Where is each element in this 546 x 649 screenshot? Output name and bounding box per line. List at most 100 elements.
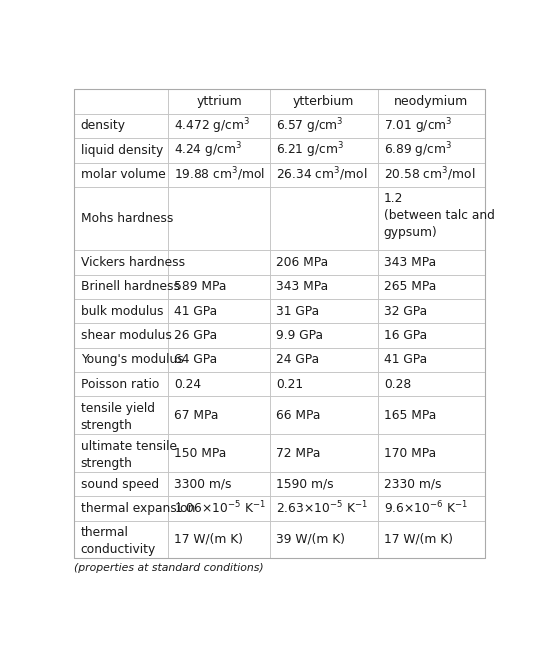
- Bar: [270, 138, 378, 162]
- Bar: [74, 397, 168, 434]
- Text: Brinell hardness: Brinell hardness: [81, 280, 180, 293]
- Text: 31 GPa: 31 GPa: [276, 304, 319, 317]
- Text: 24 GPa: 24 GPa: [276, 353, 319, 366]
- Bar: [270, 496, 378, 520]
- Bar: [74, 434, 168, 472]
- Bar: [270, 114, 378, 138]
- Bar: [378, 472, 485, 496]
- Bar: [74, 299, 168, 323]
- Bar: [378, 434, 485, 472]
- Bar: [270, 348, 378, 372]
- Bar: [74, 114, 168, 138]
- Text: ytterbium: ytterbium: [293, 95, 354, 108]
- Bar: [378, 251, 485, 275]
- Text: Vickers hardness: Vickers hardness: [81, 256, 185, 269]
- Bar: [378, 323, 485, 348]
- Text: 67 MPa: 67 MPa: [174, 409, 219, 422]
- Bar: [378, 138, 485, 162]
- Text: bulk modulus: bulk modulus: [81, 304, 163, 317]
- Bar: [378, 162, 485, 187]
- Text: 3300 m/s: 3300 m/s: [174, 478, 232, 491]
- Bar: [74, 348, 168, 372]
- Bar: [378, 275, 485, 299]
- Bar: [74, 472, 168, 496]
- Text: thermal expansion: thermal expansion: [81, 502, 195, 515]
- Text: 16 GPa: 16 GPa: [384, 329, 427, 342]
- Bar: [74, 138, 168, 162]
- Text: 170 MPa: 170 MPa: [384, 447, 436, 459]
- Text: sound speed: sound speed: [81, 478, 159, 491]
- Text: 4.472 g/cm$^3$: 4.472 g/cm$^3$: [174, 116, 251, 136]
- Bar: [270, 397, 378, 434]
- Text: 2330 m/s: 2330 m/s: [384, 478, 441, 491]
- Text: 589 MPa: 589 MPa: [174, 280, 227, 293]
- Bar: [168, 348, 270, 372]
- Text: 7.01 g/cm$^3$: 7.01 g/cm$^3$: [384, 116, 452, 136]
- Text: (properties at standard conditions): (properties at standard conditions): [74, 563, 264, 573]
- Text: 1.2
(between talc and
gypsum): 1.2 (between talc and gypsum): [384, 192, 495, 239]
- Bar: [270, 520, 378, 558]
- Text: 41 GPa: 41 GPa: [174, 304, 217, 317]
- Bar: [270, 472, 378, 496]
- Text: Poisson ratio: Poisson ratio: [81, 378, 159, 391]
- Bar: [168, 520, 270, 558]
- Bar: [168, 187, 270, 251]
- Text: 206 MPa: 206 MPa: [276, 256, 328, 269]
- Text: 2.63×10$^{-5}$ K$^{-1}$: 2.63×10$^{-5}$ K$^{-1}$: [276, 500, 368, 517]
- Text: 6.89 g/cm$^3$: 6.89 g/cm$^3$: [384, 141, 452, 160]
- Bar: [74, 323, 168, 348]
- Text: 26.34 cm$^3$/mol: 26.34 cm$^3$/mol: [276, 166, 367, 184]
- Bar: [378, 372, 485, 397]
- Bar: [168, 434, 270, 472]
- Text: 64 GPa: 64 GPa: [174, 353, 217, 366]
- Text: 9.6×10$^{-6}$ K$^{-1}$: 9.6×10$^{-6}$ K$^{-1}$: [384, 500, 468, 517]
- Text: 9.9 GPa: 9.9 GPa: [276, 329, 323, 342]
- Text: ultimate tensile
strength: ultimate tensile strength: [81, 439, 177, 469]
- Text: 1.06×10$^{-5}$ K$^{-1}$: 1.06×10$^{-5}$ K$^{-1}$: [174, 500, 266, 517]
- Bar: [168, 162, 270, 187]
- Text: liquid density: liquid density: [81, 144, 163, 157]
- Text: 39 W/(m K): 39 W/(m K): [276, 533, 345, 546]
- Bar: [168, 114, 270, 138]
- Text: density: density: [81, 119, 126, 132]
- Bar: [168, 496, 270, 520]
- Bar: [270, 372, 378, 397]
- Text: 66 MPa: 66 MPa: [276, 409, 321, 422]
- Bar: [74, 90, 168, 114]
- Text: 4.24 g/cm$^3$: 4.24 g/cm$^3$: [174, 141, 242, 160]
- Text: 19.88 cm$^3$/mol: 19.88 cm$^3$/mol: [174, 166, 265, 184]
- Bar: [270, 275, 378, 299]
- Text: 150 MPa: 150 MPa: [174, 447, 227, 459]
- Bar: [74, 496, 168, 520]
- Bar: [378, 496, 485, 520]
- Text: 6.21 g/cm$^3$: 6.21 g/cm$^3$: [276, 141, 344, 160]
- Text: 17 W/(m K): 17 W/(m K): [174, 533, 244, 546]
- Text: thermal
conductivity: thermal conductivity: [81, 526, 156, 556]
- Text: 0.21: 0.21: [276, 378, 303, 391]
- Text: Young's modulus: Young's modulus: [81, 353, 183, 366]
- Text: 343 MPa: 343 MPa: [384, 256, 436, 269]
- Text: neodymium: neodymium: [394, 95, 468, 108]
- Bar: [74, 162, 168, 187]
- Bar: [378, 187, 485, 251]
- Text: 32 GPa: 32 GPa: [384, 304, 427, 317]
- Bar: [168, 323, 270, 348]
- Bar: [74, 520, 168, 558]
- Bar: [270, 251, 378, 275]
- Bar: [270, 187, 378, 251]
- Bar: [378, 299, 485, 323]
- Bar: [168, 472, 270, 496]
- Text: 0.24: 0.24: [174, 378, 201, 391]
- Bar: [168, 275, 270, 299]
- Bar: [378, 397, 485, 434]
- Bar: [168, 397, 270, 434]
- Bar: [168, 90, 270, 114]
- Bar: [168, 299, 270, 323]
- Bar: [168, 372, 270, 397]
- Bar: [74, 275, 168, 299]
- Text: 265 MPa: 265 MPa: [384, 280, 436, 293]
- Text: shear modulus: shear modulus: [81, 329, 171, 342]
- Text: 72 MPa: 72 MPa: [276, 447, 321, 459]
- Bar: [378, 520, 485, 558]
- Text: 165 MPa: 165 MPa: [384, 409, 436, 422]
